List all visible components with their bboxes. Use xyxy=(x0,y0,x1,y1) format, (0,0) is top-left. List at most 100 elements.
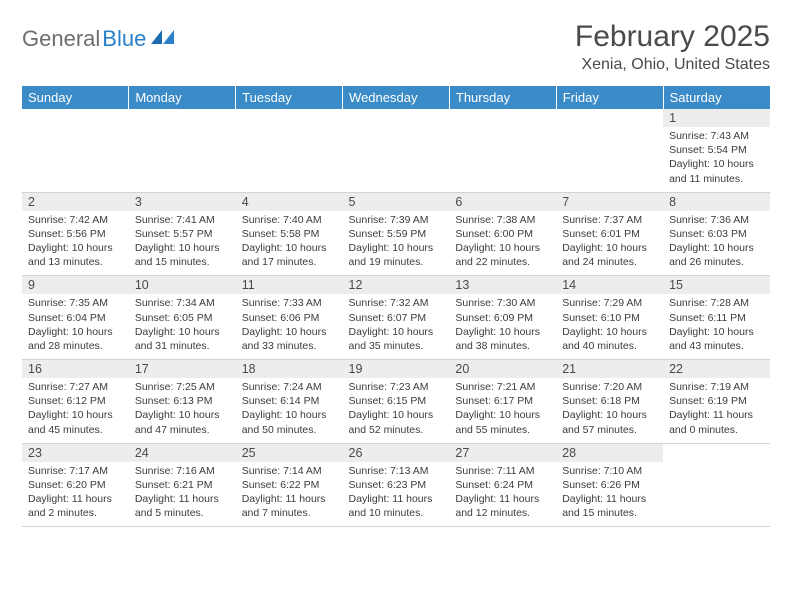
logo: GeneralBlue xyxy=(22,26,176,52)
calendar-page: GeneralBlue February 2025 Xenia, Ohio, U… xyxy=(0,0,792,537)
calendar-cell: 16Sunrise: 7:27 AMSunset: 6:12 PMDayligh… xyxy=(22,360,129,444)
day-data: Sunrise: 7:33 AMSunset: 6:06 PMDaylight:… xyxy=(236,294,343,359)
day-data: Sunrise: 7:19 AMSunset: 6:19 PMDaylight:… xyxy=(663,378,770,443)
day-number: 27 xyxy=(449,444,556,462)
calendar-cell: 8Sunrise: 7:36 AMSunset: 6:03 PMDaylight… xyxy=(663,192,770,276)
day-data: Sunrise: 7:36 AMSunset: 6:03 PMDaylight:… xyxy=(663,211,770,276)
calendar-cell: 13Sunrise: 7:30 AMSunset: 6:09 PMDayligh… xyxy=(449,276,556,360)
day-number: 23 xyxy=(22,444,129,462)
day-number: 22 xyxy=(663,360,770,378)
calendar-cell: 9Sunrise: 7:35 AMSunset: 6:04 PMDaylight… xyxy=(22,276,129,360)
weekday-header: Monday xyxy=(129,86,236,109)
day-number: 16 xyxy=(22,360,129,378)
calendar-cell: 17Sunrise: 7:25 AMSunset: 6:13 PMDayligh… xyxy=(129,360,236,444)
day-data: Sunrise: 7:28 AMSunset: 6:11 PMDaylight:… xyxy=(663,294,770,359)
day-number: 12 xyxy=(343,276,450,294)
calendar-week-row: 9Sunrise: 7:35 AMSunset: 6:04 PMDaylight… xyxy=(22,276,770,360)
day-number: 24 xyxy=(129,444,236,462)
logo-word1: General xyxy=(22,26,100,52)
calendar-cell: 2Sunrise: 7:42 AMSunset: 5:56 PMDaylight… xyxy=(22,192,129,276)
day-data: Sunrise: 7:10 AMSunset: 6:26 PMDaylight:… xyxy=(556,462,663,527)
calendar-cell: 14Sunrise: 7:29 AMSunset: 6:10 PMDayligh… xyxy=(556,276,663,360)
calendar-week-row: 23Sunrise: 7:17 AMSunset: 6:20 PMDayligh… xyxy=(22,443,770,527)
weekday-header: Saturday xyxy=(663,86,770,109)
calendar-cell: 4Sunrise: 7:40 AMSunset: 5:58 PMDaylight… xyxy=(236,192,343,276)
weekday-header: Tuesday xyxy=(236,86,343,109)
calendar-cell: 21Sunrise: 7:20 AMSunset: 6:18 PMDayligh… xyxy=(556,360,663,444)
day-number: 5 xyxy=(343,193,450,211)
day-data: Sunrise: 7:41 AMSunset: 5:57 PMDaylight:… xyxy=(129,211,236,276)
weekday-header: Friday xyxy=(556,86,663,109)
calendar-cell xyxy=(236,109,343,192)
calendar-cell: 11Sunrise: 7:33 AMSunset: 6:06 PMDayligh… xyxy=(236,276,343,360)
day-number: 8 xyxy=(663,193,770,211)
day-number: 17 xyxy=(129,360,236,378)
weekday-header: Thursday xyxy=(449,86,556,109)
day-data: Sunrise: 7:34 AMSunset: 6:05 PMDaylight:… xyxy=(129,294,236,359)
day-number: 1 xyxy=(663,109,770,127)
day-number: 6 xyxy=(449,193,556,211)
day-data: Sunrise: 7:21 AMSunset: 6:17 PMDaylight:… xyxy=(449,378,556,443)
calendar-cell: 7Sunrise: 7:37 AMSunset: 6:01 PMDaylight… xyxy=(556,192,663,276)
header: GeneralBlue February 2025 Xenia, Ohio, U… xyxy=(22,20,770,74)
day-number: 21 xyxy=(556,360,663,378)
day-number: 18 xyxy=(236,360,343,378)
day-data: Sunrise: 7:17 AMSunset: 6:20 PMDaylight:… xyxy=(22,462,129,527)
day-number: 9 xyxy=(22,276,129,294)
flag-icon xyxy=(150,28,176,51)
calendar-cell: 12Sunrise: 7:32 AMSunset: 6:07 PMDayligh… xyxy=(343,276,450,360)
day-number: 10 xyxy=(129,276,236,294)
day-data: Sunrise: 7:39 AMSunset: 5:59 PMDaylight:… xyxy=(343,211,450,276)
calendar-cell: 15Sunrise: 7:28 AMSunset: 6:11 PMDayligh… xyxy=(663,276,770,360)
day-number: 7 xyxy=(556,193,663,211)
day-data: Sunrise: 7:38 AMSunset: 6:00 PMDaylight:… xyxy=(449,211,556,276)
calendar-cell: 28Sunrise: 7:10 AMSunset: 6:26 PMDayligh… xyxy=(556,443,663,527)
calendar-cell xyxy=(663,443,770,527)
calendar-cell: 10Sunrise: 7:34 AMSunset: 6:05 PMDayligh… xyxy=(129,276,236,360)
calendar-cell: 18Sunrise: 7:24 AMSunset: 6:14 PMDayligh… xyxy=(236,360,343,444)
logo-word2: Blue xyxy=(102,26,146,52)
day-data: Sunrise: 7:24 AMSunset: 6:14 PMDaylight:… xyxy=(236,378,343,443)
day-data: Sunrise: 7:16 AMSunset: 6:21 PMDaylight:… xyxy=(129,462,236,527)
calendar-table: SundayMondayTuesdayWednesdayThursdayFrid… xyxy=(22,86,770,527)
title-block: February 2025 Xenia, Ohio, United States xyxy=(575,20,770,74)
calendar-cell xyxy=(556,109,663,192)
day-number: 11 xyxy=(236,276,343,294)
calendar-cell: 1Sunrise: 7:43 AMSunset: 5:54 PMDaylight… xyxy=(663,109,770,192)
calendar-cell: 20Sunrise: 7:21 AMSunset: 6:17 PMDayligh… xyxy=(449,360,556,444)
day-number: 14 xyxy=(556,276,663,294)
calendar-cell xyxy=(449,109,556,192)
day-number: 26 xyxy=(343,444,450,462)
calendar-cell: 22Sunrise: 7:19 AMSunset: 6:19 PMDayligh… xyxy=(663,360,770,444)
day-data: Sunrise: 7:30 AMSunset: 6:09 PMDaylight:… xyxy=(449,294,556,359)
day-data: Sunrise: 7:11 AMSunset: 6:24 PMDaylight:… xyxy=(449,462,556,527)
day-number: 13 xyxy=(449,276,556,294)
day-data: Sunrise: 7:37 AMSunset: 6:01 PMDaylight:… xyxy=(556,211,663,276)
day-number: 2 xyxy=(22,193,129,211)
calendar-week-row: 1Sunrise: 7:43 AMSunset: 5:54 PMDaylight… xyxy=(22,109,770,192)
calendar-cell: 23Sunrise: 7:17 AMSunset: 6:20 PMDayligh… xyxy=(22,443,129,527)
day-data: Sunrise: 7:43 AMSunset: 5:54 PMDaylight:… xyxy=(663,127,770,192)
day-data: Sunrise: 7:29 AMSunset: 6:10 PMDaylight:… xyxy=(556,294,663,359)
calendar-week-row: 2Sunrise: 7:42 AMSunset: 5:56 PMDaylight… xyxy=(22,192,770,276)
day-data: Sunrise: 7:14 AMSunset: 6:22 PMDaylight:… xyxy=(236,462,343,527)
day-data: Sunrise: 7:20 AMSunset: 6:18 PMDaylight:… xyxy=(556,378,663,443)
day-number: 4 xyxy=(236,193,343,211)
calendar-cell: 26Sunrise: 7:13 AMSunset: 6:23 PMDayligh… xyxy=(343,443,450,527)
calendar-week-row: 16Sunrise: 7:27 AMSunset: 6:12 PMDayligh… xyxy=(22,360,770,444)
calendar-cell: 5Sunrise: 7:39 AMSunset: 5:59 PMDaylight… xyxy=(343,192,450,276)
day-data: Sunrise: 7:40 AMSunset: 5:58 PMDaylight:… xyxy=(236,211,343,276)
day-number: 25 xyxy=(236,444,343,462)
calendar-cell: 19Sunrise: 7:23 AMSunset: 6:15 PMDayligh… xyxy=(343,360,450,444)
calendar-body: 1Sunrise: 7:43 AMSunset: 5:54 PMDaylight… xyxy=(22,109,770,527)
day-number: 20 xyxy=(449,360,556,378)
calendar-cell xyxy=(343,109,450,192)
day-data: Sunrise: 7:23 AMSunset: 6:15 PMDaylight:… xyxy=(343,378,450,443)
day-number: 28 xyxy=(556,444,663,462)
day-number: 15 xyxy=(663,276,770,294)
day-number: 3 xyxy=(129,193,236,211)
day-data: Sunrise: 7:25 AMSunset: 6:13 PMDaylight:… xyxy=(129,378,236,443)
day-data: Sunrise: 7:35 AMSunset: 6:04 PMDaylight:… xyxy=(22,294,129,359)
day-number: 19 xyxy=(343,360,450,378)
calendar-cell: 24Sunrise: 7:16 AMSunset: 6:21 PMDayligh… xyxy=(129,443,236,527)
